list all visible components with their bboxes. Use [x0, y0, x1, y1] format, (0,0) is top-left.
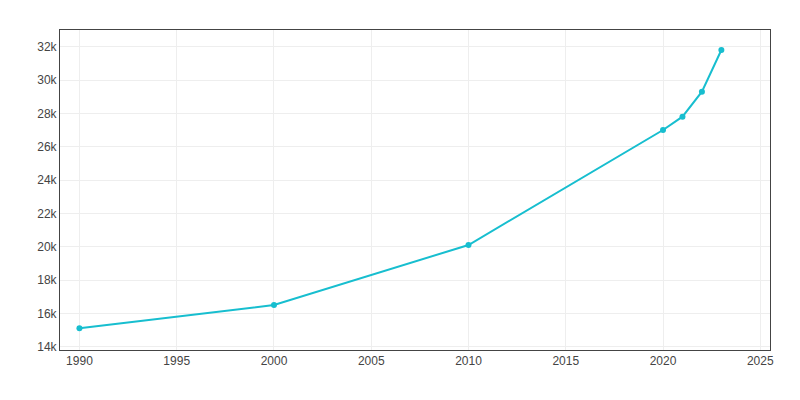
svg-text:22k: 22k — [37, 207, 57, 221]
svg-text:30k: 30k — [37, 73, 57, 87]
svg-text:28k: 28k — [37, 107, 57, 121]
svg-text:14k: 14k — [37, 340, 57, 354]
svg-text:1995: 1995 — [163, 354, 190, 368]
svg-text:2025: 2025 — [747, 354, 774, 368]
svg-text:2005: 2005 — [358, 354, 385, 368]
svg-text:2015: 2015 — [552, 354, 579, 368]
svg-text:24k: 24k — [37, 173, 57, 187]
svg-text:1990: 1990 — [66, 354, 93, 368]
svg-text:2010: 2010 — [455, 354, 482, 368]
svg-text:18k: 18k — [37, 273, 57, 287]
svg-text:26k: 26k — [37, 140, 57, 154]
svg-text:16k: 16k — [37, 307, 57, 321]
svg-text:2020: 2020 — [650, 354, 677, 368]
svg-text:32k: 32k — [37, 40, 57, 54]
svg-text:20k: 20k — [37, 240, 57, 254]
svg-text:2000: 2000 — [261, 354, 288, 368]
